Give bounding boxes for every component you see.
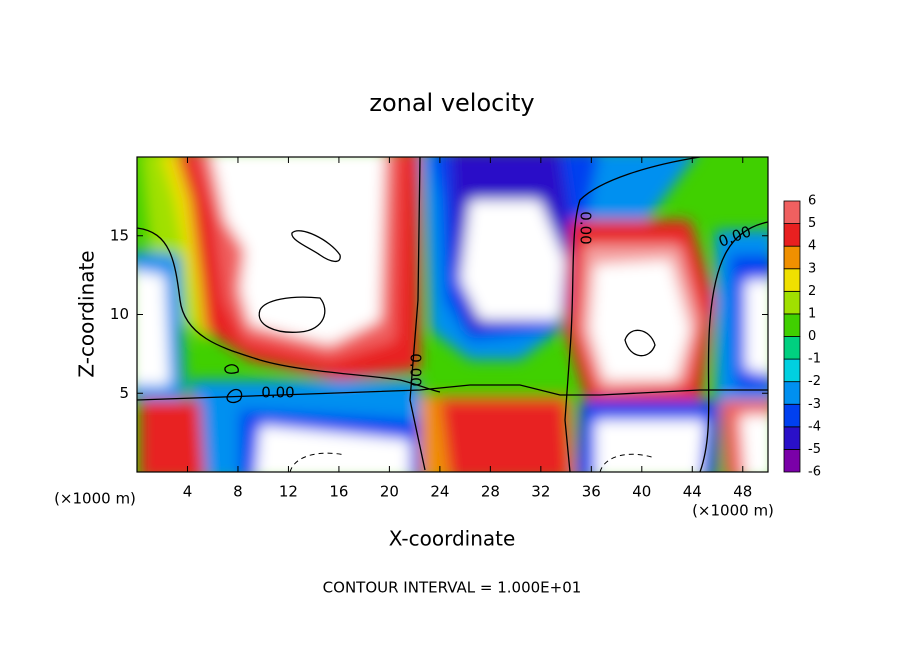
- colorbar-label: -1: [808, 352, 821, 367]
- colorbar-label: 2: [808, 284, 816, 299]
- x-tick-label: 28: [481, 483, 500, 501]
- colorbar-box: [783, 313, 801, 337]
- contour-label: 0.00: [577, 211, 595, 244]
- colorbar-box: [783, 223, 801, 247]
- y-axis-label: Z-coordinate: [75, 250, 99, 377]
- colorbar-label: 4: [808, 239, 816, 254]
- x-tick-label: 20: [380, 483, 399, 501]
- x-tick-label: 24: [430, 483, 449, 501]
- x-tick-label: 44: [683, 483, 702, 501]
- y-tick-label: 5: [119, 384, 129, 402]
- colorbar-label: -4: [808, 419, 821, 434]
- velocity-field: [137, 157, 768, 472]
- colorbar-box: [783, 426, 801, 450]
- contour-label: 0.00: [261, 384, 294, 402]
- x-tick-label: 36: [582, 483, 601, 501]
- colorbar-box: [783, 245, 801, 270]
- colorbar-label: -5: [808, 442, 821, 457]
- colorbar-label: 0: [808, 329, 816, 344]
- colorbar-box: [783, 449, 801, 473]
- x-tick-label: 16: [329, 483, 348, 501]
- colorbar-label: 1: [808, 306, 816, 321]
- y-tick-label: 15: [110, 226, 129, 244]
- x-tick-label: 48: [733, 483, 752, 501]
- colorbar-box: [783, 290, 801, 315]
- y-unit-label: (×1000 m): [54, 490, 136, 508]
- x-tick-label: 12: [279, 483, 298, 501]
- x-tick-label: 40: [632, 483, 651, 501]
- colorbar-label: 6: [808, 194, 816, 209]
- colorbar-label: 3: [808, 261, 816, 276]
- colorbar-box: [783, 403, 801, 428]
- colorbar-label: -2: [808, 374, 821, 389]
- contour-label: 0.00: [407, 353, 425, 386]
- footer-note: CONTOUR INTERVAL = 1.000E+01: [323, 579, 582, 597]
- colorbar-box: [783, 336, 801, 360]
- x-axis-label: X-coordinate: [389, 527, 516, 551]
- colorbar-label: -3: [808, 397, 821, 412]
- colorbar-label: 5: [808, 216, 816, 231]
- x-unit-label: (×1000 m): [692, 502, 774, 520]
- x-tick-label: 32: [531, 483, 550, 501]
- x-tick-label: 4: [183, 483, 193, 501]
- colorbar-box: [783, 268, 801, 292]
- colorbar-box: [783, 358, 801, 383]
- colorbar-label: -6: [808, 465, 821, 480]
- x-tick-label: 8: [233, 483, 243, 501]
- chart-title: zonal velocity: [369, 89, 534, 117]
- colorbar-box: [783, 200, 801, 224]
- colorbar-box: [783, 381, 801, 405]
- y-tick-label: 10: [110, 305, 129, 323]
